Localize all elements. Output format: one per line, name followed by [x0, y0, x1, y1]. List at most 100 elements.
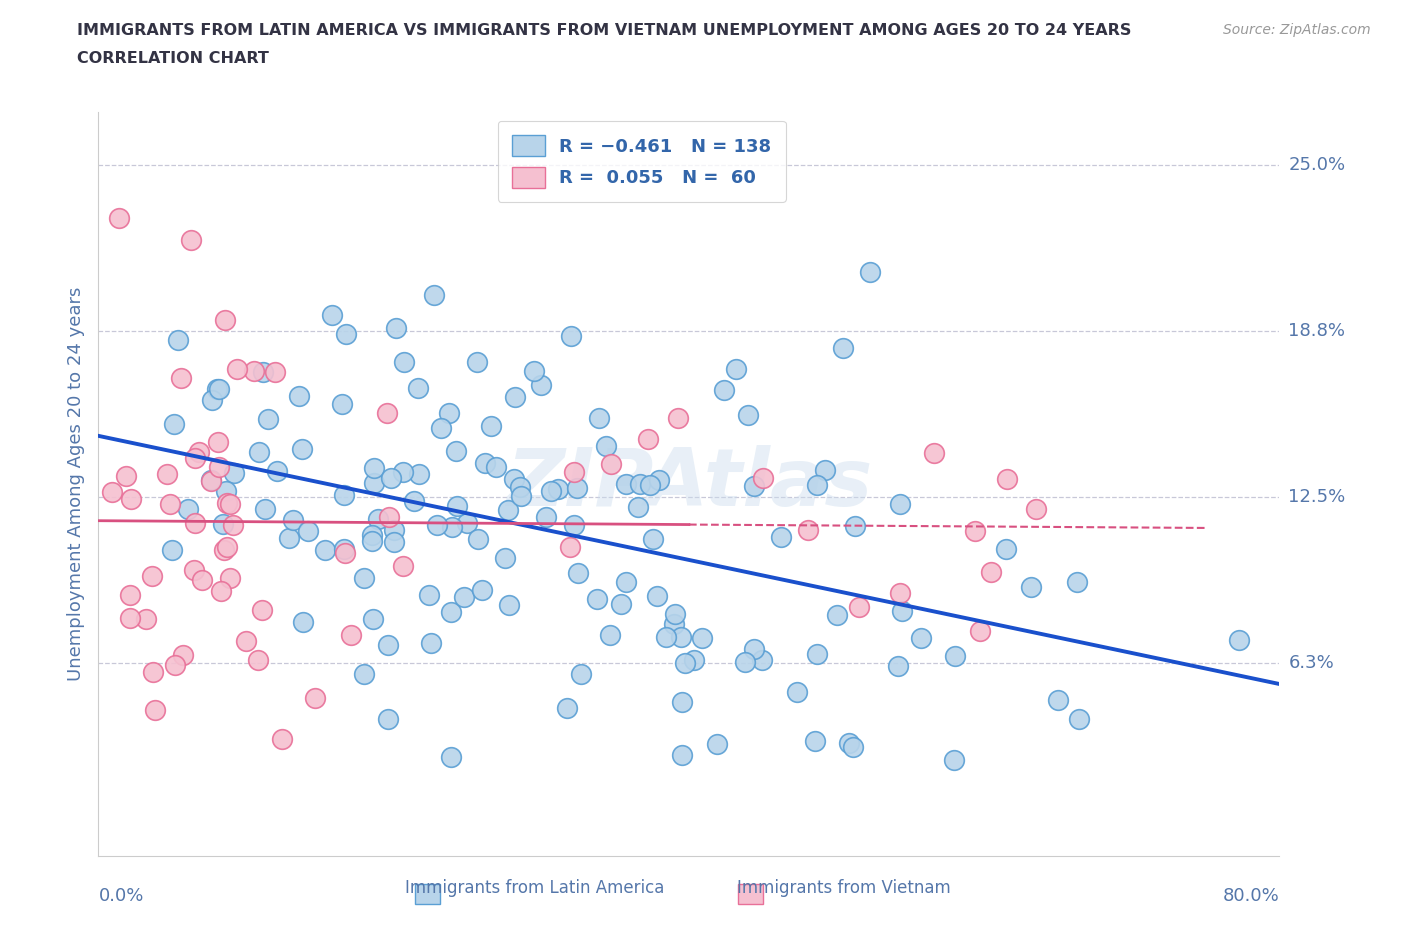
Point: [360, 534, 382, 549]
Point: [540, 484, 562, 498]
Point: [806, 478, 828, 493]
Point: [1227, 632, 1250, 647]
Point: [159, 497, 181, 512]
Point: [713, 383, 735, 398]
Point: [201, 392, 224, 407]
Point: [980, 565, 1002, 579]
Point: [377, 638, 399, 653]
Point: [135, 612, 157, 627]
Point: [737, 407, 759, 422]
Point: [770, 530, 793, 545]
Point: [226, 361, 249, 376]
Text: 0.0%: 0.0%: [98, 887, 143, 906]
Point: [247, 445, 270, 459]
Point: [163, 658, 186, 672]
FancyBboxPatch shape: [415, 884, 440, 904]
Point: [567, 565, 589, 580]
Point: [444, 444, 467, 458]
Text: Immigrants from Vietnam: Immigrants from Vietnam: [737, 880, 950, 897]
Point: [530, 378, 553, 392]
Point: [734, 655, 756, 670]
Point: [304, 690, 326, 705]
Point: [367, 512, 389, 526]
Point: [742, 642, 765, 657]
Point: [361, 611, 384, 626]
Point: [626, 499, 648, 514]
Point: [560, 328, 582, 343]
Point: [363, 476, 385, 491]
Point: [200, 472, 222, 487]
Point: [404, 494, 426, 509]
Point: [910, 631, 932, 645]
Point: [375, 405, 398, 420]
Point: [889, 586, 911, 601]
Point: [569, 667, 592, 682]
Point: [562, 465, 585, 480]
Point: [335, 327, 357, 342]
Point: [167, 333, 190, 348]
Point: [751, 652, 773, 667]
Point: [215, 484, 238, 498]
Point: [430, 420, 453, 435]
Point: [806, 646, 828, 661]
Point: [562, 517, 585, 532]
Point: [382, 523, 405, 538]
Point: [844, 519, 866, 534]
Point: [380, 471, 402, 485]
Point: [155, 467, 177, 482]
Point: [498, 597, 520, 612]
Point: [534, 510, 557, 525]
Point: [671, 695, 693, 710]
Point: [1069, 711, 1091, 726]
Point: [254, 502, 277, 517]
Point: [214, 312, 236, 327]
Point: [141, 568, 163, 583]
Point: [456, 515, 478, 530]
Point: [600, 457, 623, 472]
Point: [184, 450, 207, 465]
Point: [184, 516, 207, 531]
Point: [842, 740, 865, 755]
Point: [671, 747, 693, 762]
Point: [222, 518, 245, 533]
Point: [120, 588, 142, 603]
Point: [392, 354, 415, 369]
Point: [465, 355, 488, 370]
Point: [585, 591, 607, 606]
Point: [108, 211, 131, 226]
Point: [257, 412, 280, 427]
Point: [247, 653, 270, 668]
Point: [666, 410, 689, 425]
Text: 6.3%: 6.3%: [1288, 654, 1334, 672]
Point: [263, 365, 285, 379]
Point: [664, 607, 686, 622]
Point: [555, 700, 578, 715]
Point: [353, 571, 375, 586]
Text: IMMIGRANTS FROM LATIN AMERICA VS IMMIGRANTS FROM VIETNAM UNEMPLOYMENT AMONG AGES: IMMIGRANTS FROM LATIN AMERICA VS IMMIGRA…: [77, 23, 1132, 38]
Point: [453, 590, 475, 604]
Point: [637, 432, 659, 446]
Text: 80.0%: 80.0%: [1223, 887, 1279, 906]
Point: [191, 573, 214, 588]
Point: [418, 588, 440, 603]
Point: [207, 381, 229, 396]
Point: [648, 472, 671, 487]
Point: [889, 496, 911, 511]
Point: [654, 630, 676, 644]
Point: [163, 417, 186, 432]
Point: [503, 390, 526, 405]
Point: [1025, 501, 1047, 516]
Point: [180, 232, 202, 247]
Point: [242, 364, 264, 379]
Point: [595, 439, 617, 454]
Point: [588, 411, 610, 426]
Point: [176, 501, 198, 516]
Point: [1019, 579, 1042, 594]
Point: [392, 558, 415, 573]
Point: [922, 445, 945, 460]
Point: [814, 462, 837, 477]
Point: [706, 737, 728, 751]
Point: [494, 551, 516, 565]
Point: [797, 523, 820, 538]
Point: [330, 396, 353, 411]
